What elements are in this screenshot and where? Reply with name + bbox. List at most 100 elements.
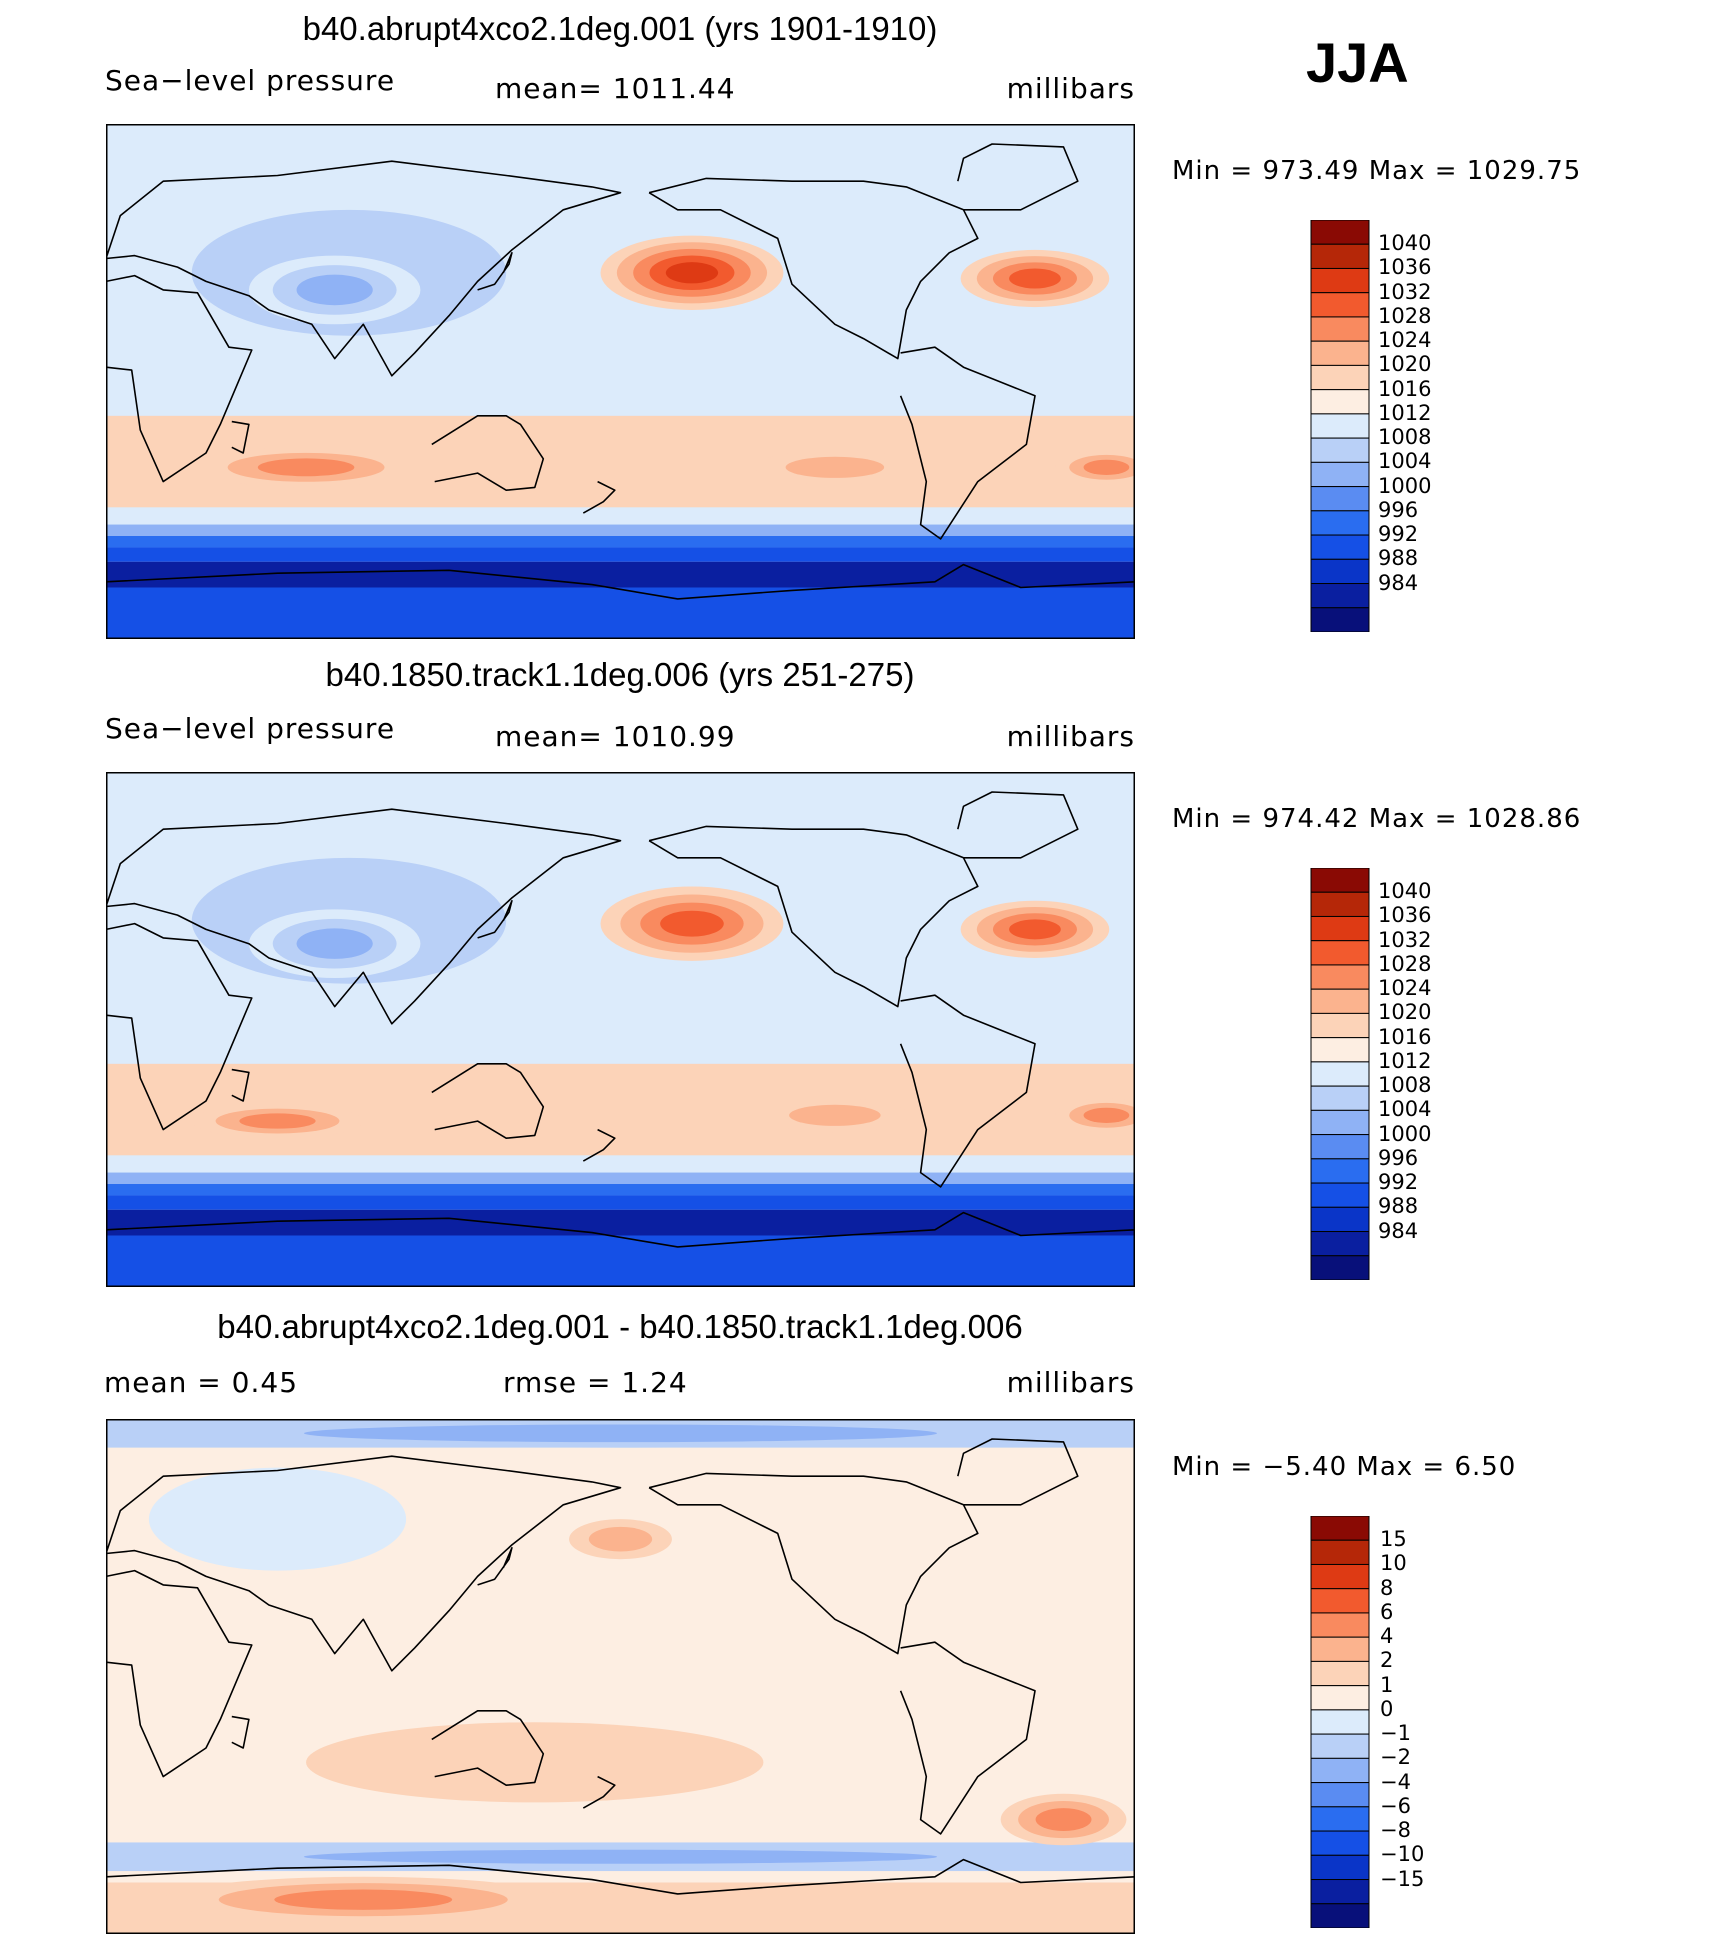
coast-new-zealand bbox=[582, 1128, 616, 1162]
map-frame bbox=[106, 772, 1135, 1287]
pressure-contour-6-3 bbox=[296, 928, 373, 959]
panel-2-variable-label: Sea−level pressure bbox=[105, 712, 396, 745]
eurasia-decrease-area bbox=[148, 1467, 407, 1571]
coast-new-zealand bbox=[582, 1775, 616, 1809]
colorbar-box-2 bbox=[1310, 243, 1370, 269]
pressure-contour-5-3 bbox=[1083, 459, 1130, 475]
coast-greenland bbox=[957, 143, 1079, 211]
colorbar-box-2 bbox=[1310, 891, 1370, 917]
difference-contour-3-3 bbox=[1035, 1808, 1092, 1831]
colorbar-label: 1 bbox=[1380, 1672, 1394, 1697]
panel-3-mean-label: mean = 0.45 bbox=[104, 1366, 299, 1399]
colorbar-box-7 bbox=[1310, 1660, 1370, 1687]
colorbar-label: −10 bbox=[1380, 1842, 1425, 1867]
panel-3-units-label: millibars bbox=[1006, 1366, 1135, 1399]
colorbar-box-13 bbox=[1310, 1806, 1370, 1832]
colorbar-label: 1024 bbox=[1378, 976, 1432, 1001]
colorbar-box-4 bbox=[1310, 940, 1370, 966]
colorbar-label: 1032 bbox=[1378, 279, 1432, 304]
coast-south-america bbox=[899, 1641, 1036, 1835]
pressure-contour-3-3 bbox=[239, 1113, 316, 1129]
colorbar-label: 1004 bbox=[1378, 449, 1432, 474]
colorbar-box-9 bbox=[1310, 1709, 1370, 1735]
colorbar-box-1 bbox=[1310, 220, 1370, 245]
colorbar-label: 1036 bbox=[1378, 255, 1432, 280]
panel-1-mean-label: mean= 1011.44 bbox=[495, 72, 736, 105]
colorbar-label: 1032 bbox=[1378, 927, 1432, 952]
panel-3-map bbox=[106, 1419, 1135, 1934]
colorbar-label: −4 bbox=[1380, 1769, 1411, 1794]
colorbar-label: 1000 bbox=[1378, 1121, 1432, 1146]
pressure-contour-1-5 bbox=[665, 262, 719, 284]
southern-ocean-band-2 bbox=[106, 524, 1135, 536]
colorbar-box-8 bbox=[1310, 1685, 1370, 1711]
colorbar-box-15 bbox=[1310, 1854, 1370, 1881]
colorbar-label: 1020 bbox=[1378, 352, 1432, 377]
pressure-contour-1-4 bbox=[660, 910, 724, 937]
coast-north-america bbox=[648, 177, 979, 360]
coast-australia bbox=[431, 1063, 545, 1139]
southern-ocean-band-3 bbox=[106, 1184, 1135, 1196]
colorbar-box-5 bbox=[1310, 316, 1370, 342]
colorbar-label: 1016 bbox=[1378, 376, 1432, 401]
pressure-contour-5-3 bbox=[1083, 1107, 1130, 1123]
colorbar-label: 984 bbox=[1378, 570, 1419, 595]
colorbar-box-6 bbox=[1310, 340, 1370, 366]
colorbar-label: −6 bbox=[1380, 1793, 1411, 1818]
pressure-contour-4-2 bbox=[789, 1104, 881, 1126]
colorbar-box-11 bbox=[1310, 461, 1370, 488]
panel-3-title: b40.abrupt4xco2.1deg.001 - b40.1850.trac… bbox=[217, 1308, 1023, 1345]
southern-ocean-band-1 bbox=[106, 1155, 1135, 1173]
colorbar-box-1 bbox=[1310, 868, 1370, 893]
coast-north-america bbox=[648, 825, 979, 1008]
colorbar-box-3 bbox=[1310, 1563, 1370, 1590]
tropics-band bbox=[106, 966, 1135, 1064]
panel-1-colorbar bbox=[1310, 220, 1370, 632]
colorbar-box-16 bbox=[1310, 583, 1370, 609]
pressure-contour-4-2 bbox=[785, 456, 885, 478]
colorbar-box-1 bbox=[1310, 1516, 1370, 1541]
colorbar-box-6 bbox=[1310, 1636, 1370, 1662]
colorbar-label: 988 bbox=[1378, 1194, 1419, 1219]
colorbar-label: 1004 bbox=[1378, 1097, 1432, 1122]
map-frame bbox=[106, 1419, 1135, 1934]
coast-europe-asia bbox=[106, 1455, 622, 1672]
panel-3-minmax: Min = −5.40 Max = 6.50 bbox=[1172, 1452, 1517, 1482]
colorbar-label: 1040 bbox=[1378, 231, 1432, 256]
coast-japan bbox=[477, 252, 513, 291]
colorbar-label: 1040 bbox=[1378, 879, 1432, 904]
colorbar-label: 6 bbox=[1380, 1599, 1394, 1624]
coast-africa bbox=[106, 274, 253, 483]
colorbar-label: 0 bbox=[1380, 1696, 1394, 1721]
coast-madagascar bbox=[231, 420, 250, 454]
coast-europe-asia bbox=[106, 808, 622, 1025]
colorbar-box-3 bbox=[1310, 915, 1370, 942]
colorbar-label: 1028 bbox=[1378, 951, 1432, 976]
coast-antarctica bbox=[106, 563, 1135, 600]
colorbar-box-17 bbox=[1310, 607, 1370, 632]
pressure-contour-2-4 bbox=[1009, 919, 1061, 940]
colorbar-box-2 bbox=[1310, 1539, 1370, 1565]
colorbar-label: 1020 bbox=[1378, 1000, 1432, 1025]
colorbar-label: 1024 bbox=[1378, 328, 1432, 353]
southern-ocean-band-4 bbox=[106, 547, 1135, 562]
colorbar-box-15 bbox=[1310, 558, 1370, 585]
coast-south-america bbox=[899, 346, 1036, 540]
colorbar-label: 996 bbox=[1378, 1145, 1419, 1170]
colorbar-box-17 bbox=[1310, 1903, 1370, 1928]
coast-australia bbox=[431, 415, 545, 491]
difference-contour-2-3 bbox=[274, 1889, 453, 1910]
colorbar-box-14 bbox=[1310, 1182, 1370, 1208]
colorbar-box-15 bbox=[1310, 1206, 1370, 1233]
panel-3-colorbar bbox=[1310, 1516, 1370, 1928]
colorbar-box-10 bbox=[1310, 1733, 1370, 1759]
south-pacific-increase-area bbox=[306, 1722, 764, 1803]
colorbar-label: 2 bbox=[1380, 1648, 1394, 1673]
panel-1-units-label: millibars bbox=[1006, 72, 1135, 105]
difference-contour-1-2 bbox=[588, 1526, 653, 1552]
coast-madagascar bbox=[231, 1068, 250, 1102]
colorbar-box-6 bbox=[1310, 988, 1370, 1014]
panel-2-minmax: Min = 974.42 Max = 1028.86 bbox=[1172, 804, 1582, 834]
colorbar-label: 1008 bbox=[1378, 425, 1432, 450]
panel-1-title: b40.abrupt4xco2.1deg.001 (yrs 1901-1910) bbox=[302, 10, 938, 47]
